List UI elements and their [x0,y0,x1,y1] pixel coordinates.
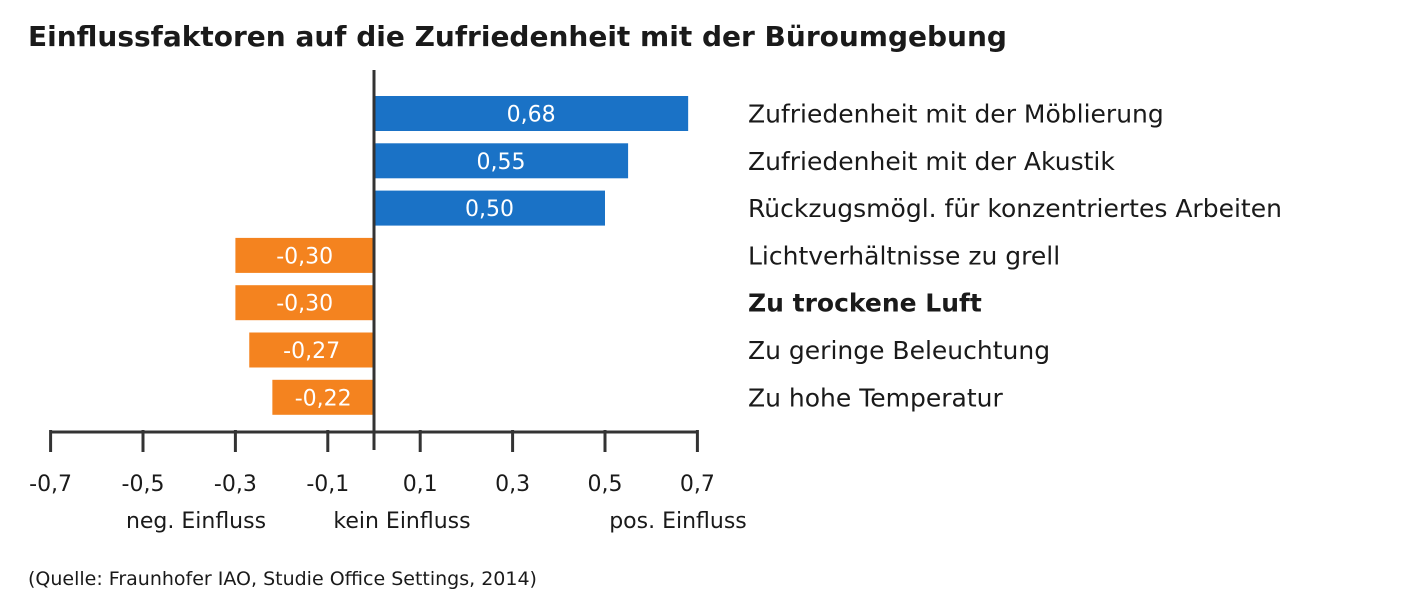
x-tick-label: 0,3 [495,472,530,497]
chart-title: Einflussfaktoren auf die Zufriedenheit m… [28,20,1007,53]
category-label: Zu geringe Beleuchtung [748,336,1050,365]
source-note: (Quelle: Fraunhofer IAO, Studie Office S… [28,568,537,590]
bar [235,285,374,321]
bar [374,96,689,131]
bars-group: 0,68 0,55 0,50 -0,30 -0,30 -0,27 -0,22 [235,96,689,415]
x-tick-label: -0,5 [122,472,165,497]
category-label: Zu trockene Luft [748,289,982,318]
x-tick-label: -0,1 [306,472,349,497]
x-axis: -0,7 -0,5 -0,3 -0,1 0,1 0,3 0,5 0,7 [29,70,715,497]
axis-caption: pos. Einfluss [609,509,747,534]
bar-value-label: -0,27 [283,339,340,364]
x-tick-label: 0,5 [588,472,623,497]
bar-value-label: -0,30 [276,244,333,269]
category-label: Lichtverhältnisse zu grell [748,241,1060,270]
x-tick-label: 0,7 [680,472,715,497]
bar [374,143,629,179]
x-tick-label: -0,3 [214,472,257,497]
bar-value-label: 0,50 [465,197,514,222]
x-tick-label: 0,1 [403,472,438,497]
bar [249,332,374,368]
x-tick-label: -0,7 [29,472,72,497]
bar [272,379,374,415]
bar-value-label: 0,55 [477,150,526,175]
category-labels: Zufriedenheit mit der Möblierung Zufriede… [748,100,1282,413]
bar-value-label: -0,22 [295,386,352,411]
bar [235,237,374,273]
category-label: Rückzugsmögl. für konzentriertes Arbeite… [748,194,1282,223]
bar-value-label: 0,68 [507,103,556,128]
axis-caption: kein Einfluss [333,509,470,534]
category-label: Zufriedenheit mit der Möblierung [748,100,1164,129]
bar-value-label: -0,30 [276,292,333,317]
bar [374,190,605,226]
axis-caption: neg. Einfluss [126,509,266,534]
category-label: Zufriedenheit mit der Akustik [748,147,1115,176]
axis-captions: neg. Einfluss kein Einfluss pos. Einfluss [126,509,747,534]
category-label: Zu hohe Temperatur [748,383,1003,412]
